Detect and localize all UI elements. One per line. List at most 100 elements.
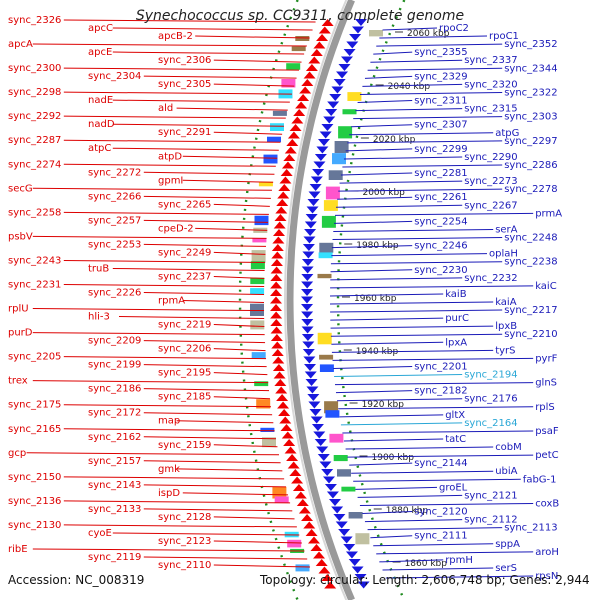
left-gene-label: sync_2133 (88, 504, 141, 515)
reverse-gene-arrow (303, 356, 316, 364)
right-gene-label: tyrS (495, 345, 515, 356)
left-leader-line (143, 484, 287, 488)
feature-block-right (332, 153, 346, 165)
right-leader-line (379, 35, 488, 39)
left-gene-label: sync_2298 (8, 87, 61, 98)
right-leader-line (342, 164, 503, 168)
left-gene-label: sync_2128 (158, 512, 211, 523)
right-leader-line (330, 317, 444, 321)
right-leader-line (334, 382, 534, 386)
reverse-gene-arrow (303, 236, 316, 244)
reverse-gene-arrow (357, 581, 370, 589)
genome-title: Synechococcus sp. CC9311, complete genom… (135, 8, 465, 24)
reverse-gene-arrow (343, 544, 356, 551)
right-leader-line (331, 245, 413, 249)
left-gene-label: sync_2130 (8, 520, 61, 531)
right-leader-line (359, 91, 503, 95)
left-gene-label: sync_2274 (8, 159, 61, 170)
left-leader-line (63, 356, 267, 360)
forward-gene-arrow (293, 109, 306, 116)
right-leader-line (355, 486, 438, 490)
backbone-highlight (283, 0, 348, 601)
reverse-gene-arrow (301, 274, 314, 281)
left-gene-label: ribE (8, 544, 28, 555)
left-gene-label: rplU (8, 304, 29, 315)
left-leader-line (195, 227, 268, 231)
right-gene-label: kaiA (495, 297, 517, 308)
left-gene-label: sync_2257 (88, 215, 141, 226)
right-gene-label: sync_2238 (504, 257, 557, 268)
left-gene-label: sync_2305 (158, 79, 211, 90)
right-gene-label: ubiA (495, 466, 517, 477)
left-leader-line (213, 396, 270, 400)
left-gene-label: sync_2123 (158, 536, 211, 547)
feature-block-right (334, 141, 349, 153)
feature-block-right (325, 186, 340, 200)
right-leader-line (340, 172, 413, 176)
right-gene-label: sync_2113 (504, 523, 557, 534)
left-leader-line (143, 364, 267, 368)
left-gene-label: nadD (88, 119, 115, 130)
right-leader-line (379, 559, 444, 563)
forward-gene-arrow (284, 146, 297, 154)
forward-gene-arrow (301, 79, 314, 86)
reverse-gene-arrow (317, 139, 330, 146)
left-gene-label: purD (8, 328, 33, 339)
reverse-gene-arrow (323, 476, 336, 484)
left-leader-line (32, 548, 305, 552)
left-gene-label: sync_2175 (8, 400, 61, 411)
forward-gene-arrow (289, 469, 302, 476)
left-leader-line (63, 115, 286, 119)
feature-block-right (319, 242, 334, 253)
accession-text: Accession: NC_008319 (8, 573, 145, 587)
right-gene-label: sync_2337 (464, 55, 517, 66)
reverse-gene-arrow (310, 416, 323, 424)
left-leader-line (32, 187, 272, 191)
left-gene-label: ald (158, 103, 173, 114)
left-leader-line (112, 267, 265, 271)
left-leader-line (32, 380, 269, 384)
left-leader-line (182, 300, 265, 304)
forward-gene-arrow (270, 334, 283, 341)
reverse-gene-arrow (319, 461, 332, 469)
left-leader-line (63, 259, 266, 263)
left-leader-line (182, 155, 278, 159)
feature-block-left (250, 303, 264, 316)
forward-gene-arrow (316, 34, 329, 41)
feature-block-left (252, 238, 267, 243)
left-leader-line (63, 428, 275, 432)
right-leader-line (370, 59, 463, 63)
right-gene-label: sync_2315 (464, 104, 517, 115)
left-gene-label: sync_2265 (158, 199, 211, 210)
feature-block-left (256, 399, 271, 409)
forward-gene-arrow (270, 274, 283, 281)
right-leader-line (330, 285, 534, 289)
feature-block-left (250, 261, 265, 270)
left-gene-label: atpD (158, 151, 182, 162)
left-gene-label: sync_2172 (88, 408, 141, 419)
right-leader-line (364, 75, 413, 79)
left-gene-label: sync_2258 (8, 207, 61, 218)
right-gene-label: sppA (495, 539, 520, 550)
forward-gene-arrow (270, 259, 283, 266)
right-leader-line (330, 277, 463, 281)
right-gene-label: sync_2201 (414, 361, 467, 372)
forward-gene-arrow (286, 454, 299, 461)
left-leader-line (143, 75, 297, 79)
right-gene-label: sync_2352 (504, 39, 557, 50)
left-gene-label: sync_2162 (88, 432, 141, 443)
left-gene-label: sync_2157 (88, 456, 141, 467)
reverse-gene-arrow (346, 41, 359, 49)
right-leader-line (330, 269, 413, 273)
reverse-gene-arrow (304, 371, 317, 379)
left-gene-label: psbV (8, 231, 33, 242)
left-gene-label: sync_2185 (158, 392, 211, 403)
reverse-gene-arrow (314, 439, 327, 446)
reverse-gene-arrow (354, 19, 367, 26)
reverse-gene-arrow (301, 311, 314, 319)
forward-gene-arrow (305, 64, 318, 71)
left-gene-label: sync_2136 (8, 496, 61, 507)
left-leader-line (213, 324, 265, 328)
reverse-gene-arrow (341, 56, 354, 64)
right-gene-label: psaF (535, 426, 559, 437)
